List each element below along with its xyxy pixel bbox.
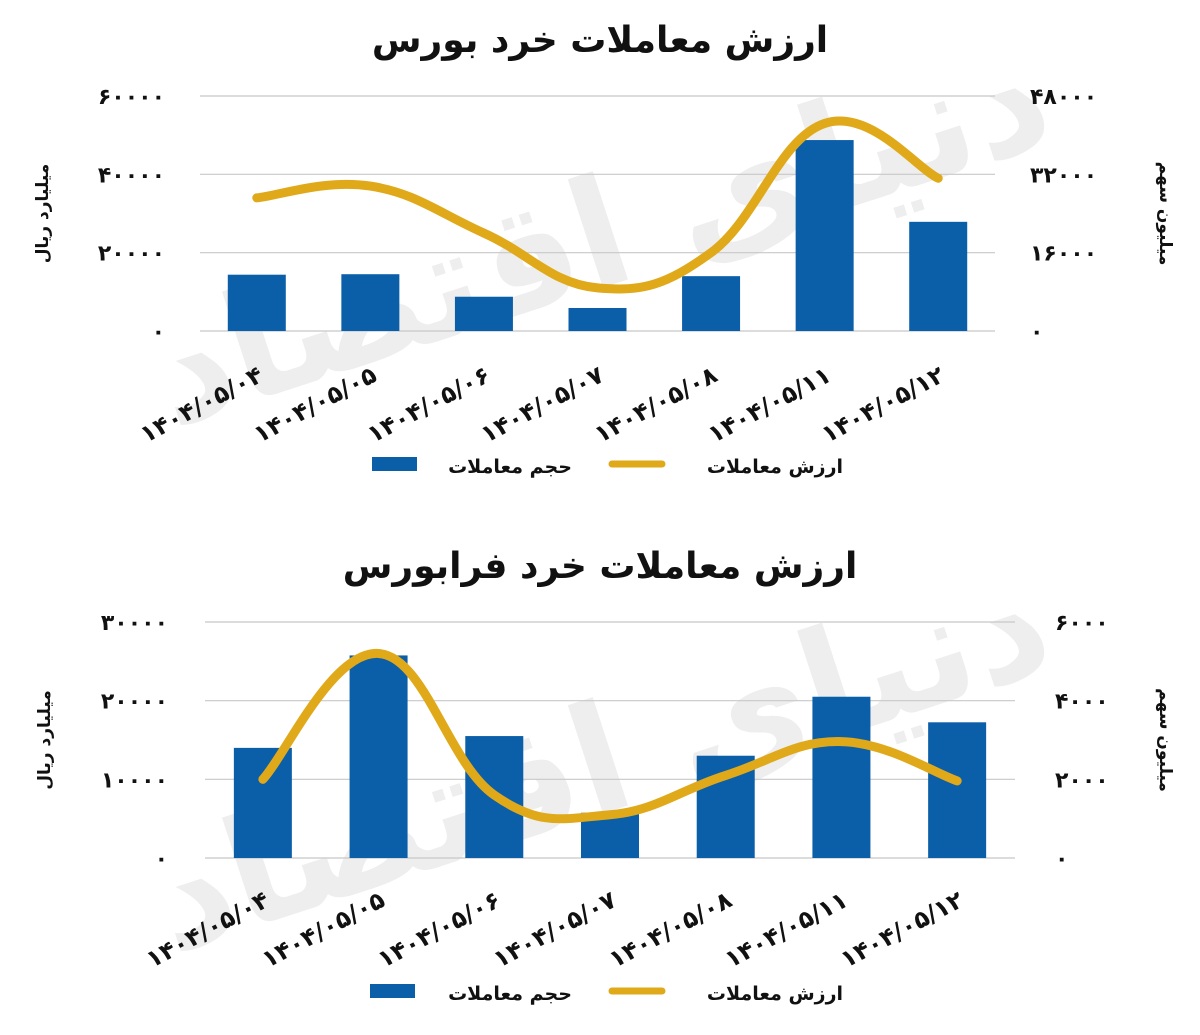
bar-2 (454, 296, 513, 331)
legend-label-bar: حجم معاملات (448, 983, 572, 1005)
x-tick-label: ۱۴۰۴/۰۵/۰۷ (489, 885, 621, 973)
legend-label-bar: حجم معاملات (448, 456, 572, 478)
y-tick-right: ۱۶۰۰۰ (1030, 242, 1097, 267)
y-tick-left: ۴۰۰۰۰ (98, 163, 165, 188)
y-tick-right: ۰ (1055, 847, 1068, 872)
y-tick-left: ۲۰۰۰۰ (98, 242, 165, 267)
bar-0 (233, 747, 292, 858)
x-tick-label: ۱۴۰۴/۰۵/۱۲ (817, 360, 949, 448)
chart-title: ارزش معاملات خرد بورس (372, 20, 828, 61)
y-axis-label-right: میلیون سهم (1155, 162, 1175, 266)
y-axis-label-left: میلیارد ریال (35, 690, 55, 789)
y-tick-left: ۰ (152, 320, 165, 345)
x-tick-label: ۱۴۰۴/۰۵/۰۸ (590, 360, 722, 448)
y-tick-left: ۳۰۰۰۰ (101, 611, 168, 636)
legend-swatch-bar (372, 457, 417, 471)
y-tick-left: ۱۰۰۰۰ (101, 768, 168, 793)
y-tick-left: ۲۰۰۰۰ (101, 690, 168, 715)
y-axis-label-right: میلیون سهم (1155, 688, 1175, 792)
bar-5 (795, 140, 854, 331)
x-tick-label: ۱۴۰۴/۰۵/۰۷ (476, 360, 608, 448)
y-tick-left: ۰ (155, 847, 168, 872)
y-axis-label-left: میلیارد ریال (33, 164, 53, 263)
y-tick-right: ۴۰۰۰ (1055, 690, 1109, 715)
x-tick-label: ۱۴۰۴/۰۵/۱۲ (836, 885, 968, 973)
y-tick-right: ۳۲۰۰۰ (1030, 163, 1097, 188)
y-tick-right: ۲۰۰۰ (1055, 768, 1109, 793)
y-tick-right: ۴۸۰۰۰ (1030, 85, 1097, 110)
legend-label-line: ارزش معاملات (707, 456, 843, 478)
bar-6 (928, 722, 987, 858)
bar-1 (341, 274, 400, 331)
bar-6 (909, 221, 968, 331)
bar-4 (682, 276, 741, 331)
bar-5 (812, 696, 871, 858)
y-tick-right: ۰ (1030, 320, 1043, 345)
legend-swatch-bar (370, 984, 415, 998)
bar-3 (568, 307, 627, 331)
x-tick-label: ۱۴۰۴/۰۵/۱۱ (703, 361, 835, 449)
x-tick-label: ۱۴۰۴/۰۵/۰۸ (604, 885, 736, 973)
chart-title: ارزش معاملات خرد فرابورس (343, 546, 858, 587)
series-line-value (258, 648, 962, 824)
x-tick-label: ۱۴۰۴/۰۵/۱۱ (720, 886, 852, 974)
legend-label-line: ارزش معاملات (707, 983, 843, 1005)
y-tick-left: ۶۰۰۰۰ (98, 85, 165, 110)
bar-1 (349, 655, 408, 858)
y-tick-right: ۶۰۰۰ (1055, 611, 1109, 636)
bar-0 (227, 274, 286, 331)
